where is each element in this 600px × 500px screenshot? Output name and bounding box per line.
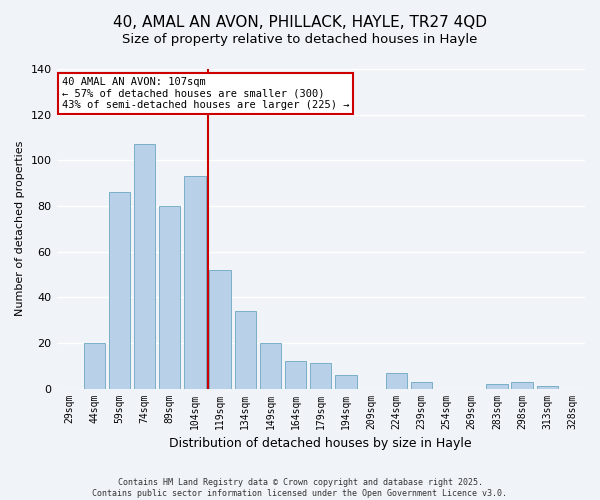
Bar (184, 176, 206, 388)
Bar (486, 384, 508, 388)
Text: Contains HM Land Registry data © Crown copyright and database right 2025.
Contai: Contains HM Land Registry data © Crown c… (92, 478, 508, 498)
Bar (335, 375, 356, 388)
Bar (511, 382, 533, 388)
Text: 40 AMAL AN AVON: 107sqm
← 57% of detached houses are smaller (300)
43% of semi-d: 40 AMAL AN AVON: 107sqm ← 57% of detache… (62, 77, 349, 110)
Bar (109, 192, 130, 388)
Bar (235, 311, 256, 388)
Bar (285, 361, 307, 388)
Bar (310, 364, 331, 388)
Y-axis label: Number of detached properties: Number of detached properties (15, 141, 25, 316)
Bar (411, 382, 432, 388)
Bar (260, 343, 281, 388)
Bar (209, 270, 231, 388)
Bar (386, 372, 407, 388)
Bar (536, 386, 558, 388)
Bar (83, 343, 105, 388)
Bar (134, 144, 155, 388)
Text: Size of property relative to detached houses in Hayle: Size of property relative to detached ho… (122, 32, 478, 46)
Bar (159, 206, 181, 388)
X-axis label: Distribution of detached houses by size in Hayle: Distribution of detached houses by size … (169, 437, 472, 450)
Text: 40, AMAL AN AVON, PHILLACK, HAYLE, TR27 4QD: 40, AMAL AN AVON, PHILLACK, HAYLE, TR27 … (113, 15, 487, 30)
